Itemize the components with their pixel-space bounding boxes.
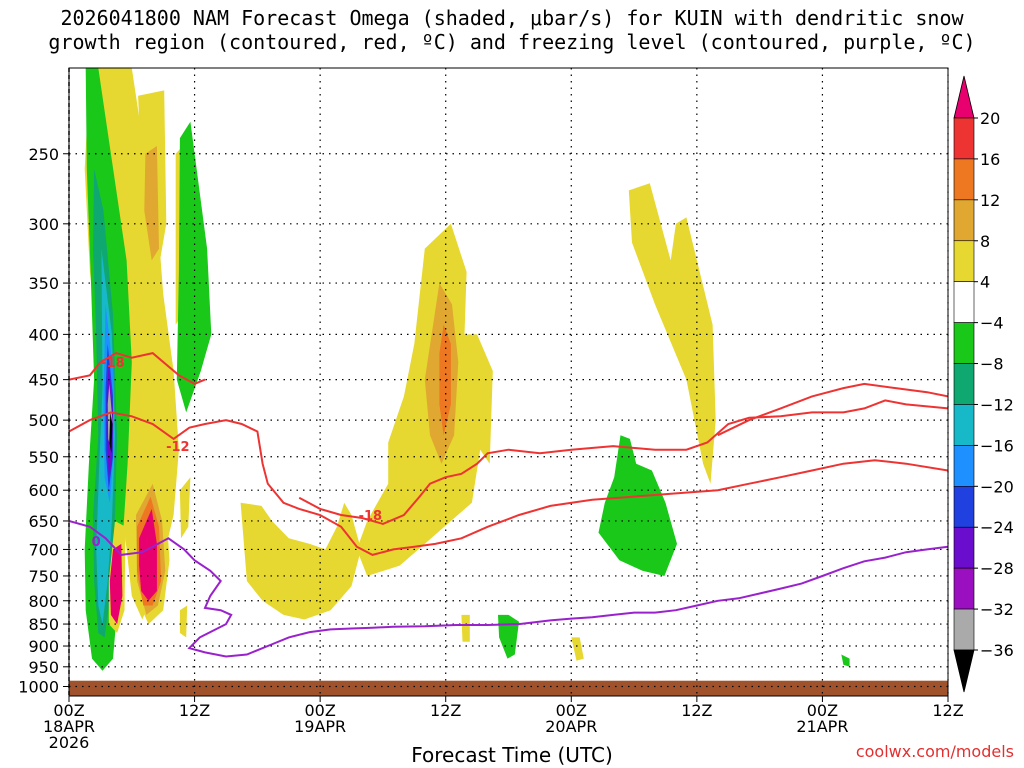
x-tick-label: 00Z [53,701,84,720]
y-tick-label: 650 [28,512,59,531]
colorbar: 20 16 12 8 4 −4 −8 −12 −16 −20 −24 −28 −32 −36 [953,75,1014,693]
x-tick-label: 18APR [43,717,95,736]
colorbar-segment [953,486,975,528]
colorbar-segment [953,404,975,446]
x-tick-label: 00Z [556,701,587,720]
colorbar-bottom-arrow [953,649,975,693]
chart-title-line2: growth region (contoured, red, ºC) and f… [48,30,976,54]
x-tick-label: 12Z [932,701,963,720]
omega-region-24 [439,324,451,436]
colorbar-label: −16 [980,436,1014,455]
colorbar-segment [953,117,975,160]
colorbar-segment [953,199,975,242]
omega-region-12 [109,412,113,454]
x-axis-label: Forecast Time (UTC) [411,743,613,767]
omega-region-20 [179,605,188,638]
dgz-contour-3 [717,382,948,437]
contour-lines: -18 -12 -18 0 [69,352,948,658]
colorbar-segment [953,240,975,282]
dgz-contour-2-label: -18 [359,509,383,524]
x-tick-label: 12Z [681,701,712,720]
omega-region-29 [598,435,677,576]
colorbar-label: −24 [980,518,1014,537]
colorbar-label: 20 [980,109,1000,128]
chart-title-line1: 2026041800 NAM Forecast Omega (shaded, μ… [60,6,964,30]
colorbar-segment [953,281,975,323]
x-tick-label: 12Z [430,701,461,720]
dgz-contour-0 [69,352,206,386]
colorbar-segment [953,363,975,405]
omega-region-22 [356,223,493,577]
colorbar-label: −28 [980,559,1014,578]
dgz-contour-1-label: -12 [166,440,190,455]
freezing-level-contour-0-label: 0 [92,535,101,550]
colorbar-label: −4 [980,314,1004,333]
x-tick-label: 2026 [49,733,90,752]
colorbar-label: 16 [980,150,1000,169]
source-credit[interactable]: coolwx.com/models [855,742,1014,761]
freezing-level-contour-0 [69,520,948,658]
x-tick-label: 00Z [304,701,335,720]
y-tick-label: 500 [28,411,59,430]
y-tick-label: 550 [28,448,59,467]
y-tick-label: 400 [28,325,59,344]
x-tick-label: 20APR [545,717,597,736]
ground-surface [69,680,948,696]
y-tick-label: 700 [28,540,59,559]
x-tick-label: 21APR [796,717,848,736]
dgz-contour-1 [69,411,948,556]
omega-region-5 [176,121,212,413]
colorbar-segment [953,608,975,651]
x-tick-label: 00Z [807,701,838,720]
omega-region-28 [498,614,519,659]
colorbar-segment [953,445,975,487]
omega-region-16 [139,508,157,601]
omega-region-21 [240,502,361,620]
omega-shading [69,68,948,696]
colorbar-label: −8 [980,355,1004,374]
omega-region-19 [179,477,191,539]
y-tick-label: 350 [28,274,59,293]
y-tick-label: 250 [28,145,59,164]
omega-region-3 [144,146,159,261]
y-tick-label: 750 [28,567,59,586]
colorbar-label: −32 [980,600,1014,619]
omega-region-30 [841,654,850,667]
colorbar-segment [953,158,975,201]
plot-area [69,68,948,696]
y-tick-label: 850 [28,615,59,634]
omega-region-18 [109,543,123,625]
colorbar-segment [953,322,975,364]
plot-frame [68,67,949,697]
x-tick-label: 19APR [294,717,346,736]
axes: 250 300 350 400 450 500 550 600 650 700 750 800 850 9… [18,67,964,752]
colorbar-label: −20 [980,477,1014,496]
colorbar-top-arrow [953,75,975,119]
chart-title: 2026041800 NAM Forecast Omega (shaded, μ… [0,6,1024,54]
omega-region-27 [628,183,716,484]
colorbar-label: −36 [980,641,1014,660]
y-tick-label: 600 [28,481,59,500]
colorbar-label: 8 [980,232,990,251]
colorbar-label: −12 [980,395,1014,414]
dgz-contour-0-label: -18 [101,356,125,371]
y-tick-label: 1000 [18,678,59,697]
colorbar-label: 12 [980,191,1000,210]
y-tick-label: 450 [28,371,59,390]
y-tick-label: 900 [28,637,59,656]
colorbar-segment [953,526,975,569]
colorbar-segment [953,567,975,610]
omega-region-25 [461,614,470,642]
contours: -18 -12 -18 0 [69,352,948,658]
dgz-contour-2 [298,399,948,525]
y-tick-label: 800 [28,592,59,611]
omega-region-26 [571,637,584,661]
colorbar-label: 4 [980,273,990,292]
y-tick-label: 950 [28,658,59,677]
x-tick-label: 12Z [179,701,210,720]
y-tick-label: 300 [28,215,59,234]
